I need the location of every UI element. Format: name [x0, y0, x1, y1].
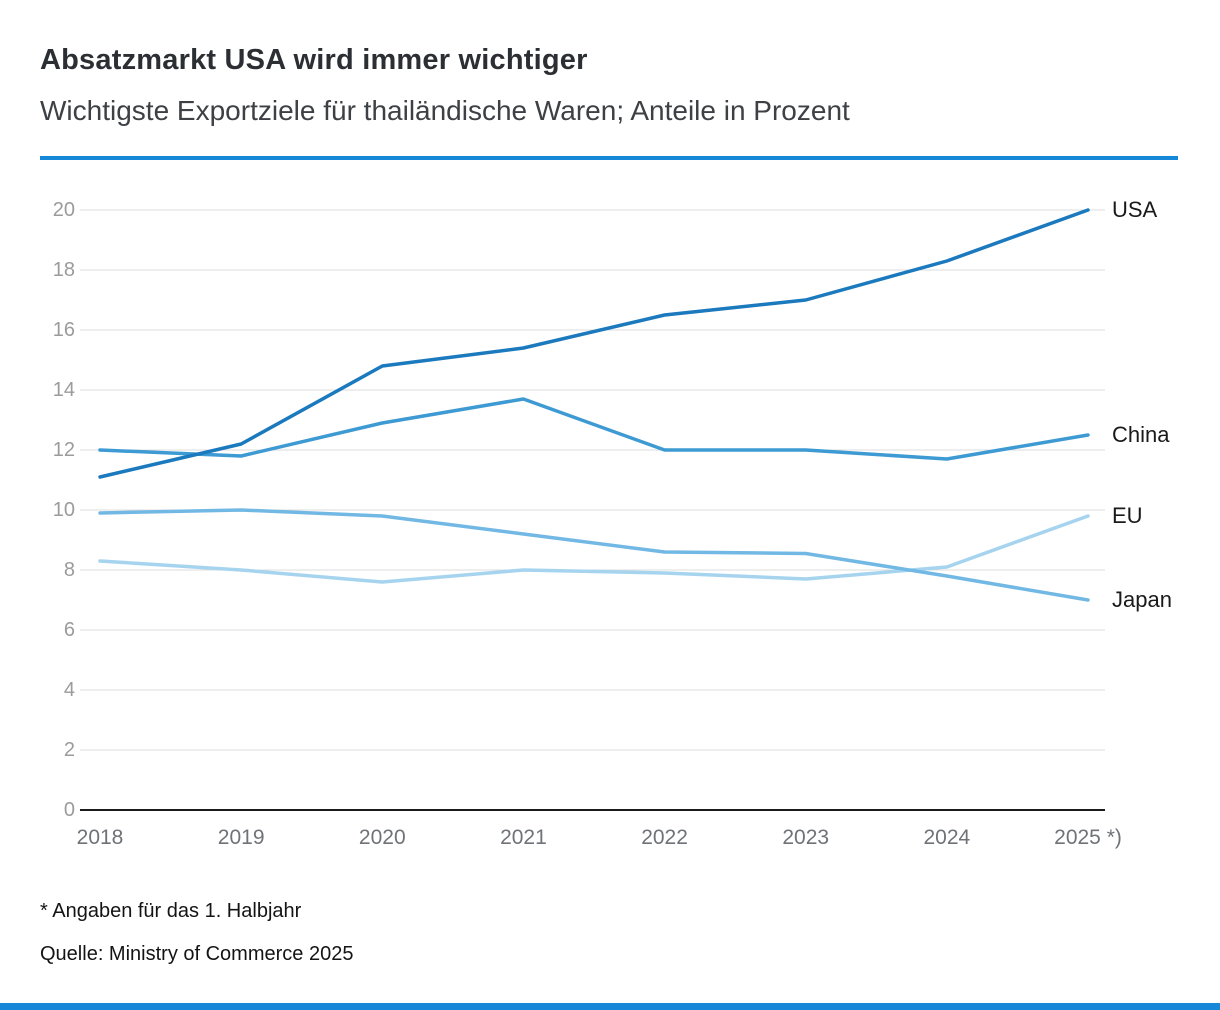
- y-tick-label: 8: [63, 559, 75, 581]
- y-tick-label: 12: [52, 439, 75, 461]
- series-line-usa: [98, 208, 1090, 479]
- y-tick-label: 18: [52, 259, 75, 281]
- series-label-japan: Japan: [1112, 587, 1172, 612]
- y-tick-label: 20: [52, 199, 75, 221]
- series-line-eu: [98, 514, 1090, 584]
- chart-title: Absatzmarkt USA wird immer wichtiger: [40, 44, 588, 76]
- y-tick-label: 6: [63, 619, 75, 641]
- footnote: * Angaben für das 1. Halbjahr: [40, 900, 302, 922]
- accent-rule-top: [40, 156, 1178, 160]
- y-tick-label: 4: [63, 679, 75, 701]
- x-tick-label: 2023: [782, 826, 830, 849]
- series-label-usa: USA: [1112, 197, 1158, 222]
- x-tick-label: 2019: [217, 826, 265, 849]
- series-label-china: China: [1112, 422, 1170, 447]
- x-tick-label: 2025 *): [1054, 826, 1122, 849]
- series-line-japan: [98, 508, 1090, 602]
- x-tick-label: 2020: [358, 826, 406, 849]
- x-tick-label: 2018: [76, 826, 124, 849]
- y-tick-label: 0: [63, 799, 75, 821]
- y-tick-label: 2: [63, 739, 75, 761]
- y-tick-label: 14: [52, 379, 75, 401]
- series-line-china: [98, 397, 1090, 461]
- chart-subtitle: Wichtigste Exportziele für thailändische…: [40, 95, 850, 126]
- y-tick-label: 10: [52, 499, 75, 521]
- x-tick-label: 2022: [641, 826, 688, 849]
- y-tick-label: 16: [52, 319, 75, 341]
- x-tick-label: 2021: [500, 826, 547, 849]
- series-label-eu: EU: [1112, 503, 1143, 528]
- x-tick-label: 2024: [923, 826, 971, 849]
- source-credit: Quelle: Ministry of Commerce 2025: [40, 943, 354, 965]
- accent-rule-bottom: [0, 1003, 1220, 1010]
